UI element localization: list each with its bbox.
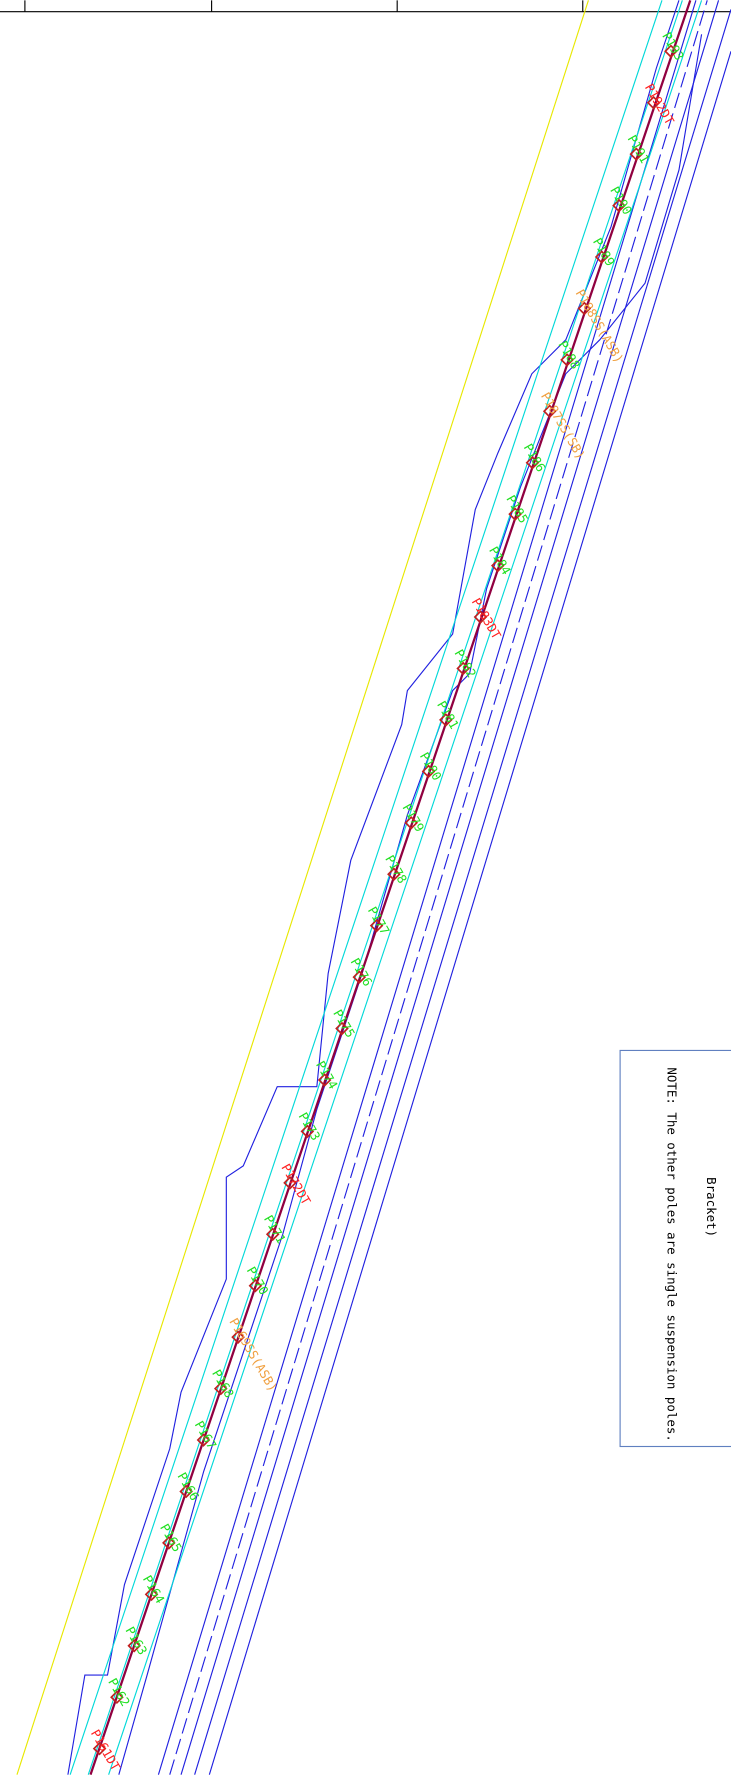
pole-marker (560, 353, 574, 367)
pole-marker (317, 1073, 332, 1087)
pole-marker (542, 404, 557, 419)
pole-marker (92, 1741, 107, 1756)
pole-marker (369, 918, 384, 933)
poles: P161DTP162P163P164P165P166P167P168P169SS… (88, 29, 687, 1773)
pole-label: P164 (140, 1572, 168, 1605)
pole-label: P177 (365, 904, 393, 937)
pole-marker (577, 301, 592, 316)
pole-label: P165 (157, 1521, 185, 1554)
pole-marker (421, 764, 436, 779)
pole-marker (664, 44, 678, 59)
note-line2: NOTE: The other poles are single suspens… (665, 1067, 680, 1441)
pole-label: P178 (382, 852, 410, 885)
pole-marker (335, 1021, 349, 1036)
pole-marker (265, 1227, 280, 1242)
pole-marker (525, 455, 540, 470)
pole-marker (456, 661, 470, 676)
pole-label: P170 (244, 1264, 272, 1297)
pole-label: P173 (296, 1110, 324, 1143)
pole-label: P176 (348, 955, 376, 988)
pole-marker (473, 610, 488, 624)
pole-label: P162 (105, 1675, 133, 1708)
pole-marker (110, 1690, 124, 1704)
pole-marker (629, 147, 644, 161)
header-strip (0, 0, 731, 13)
pole-marker (387, 867, 401, 882)
pole-marker (283, 1176, 297, 1190)
pole-marker (439, 713, 453, 727)
pole-label: P182 (452, 647, 480, 680)
pole-label: P183DT (469, 595, 505, 642)
pole-marker (144, 1587, 159, 1602)
note-box: Bracket) NOTE: The other poles are singl… (619, 1049, 731, 1448)
cyan-wires (69, 0, 703, 1775)
pole-marker (352, 970, 367, 984)
note-line1: Bracket) (704, 1177, 719, 1237)
pole-label: P169SS(ASB) (226, 1315, 280, 1394)
pole-marker (127, 1638, 142, 1653)
pole-marker (300, 1124, 315, 1139)
pole-marker (248, 1278, 263, 1293)
pole-marker (612, 198, 626, 213)
pole-marker (231, 1330, 245, 1344)
pole-marker (490, 558, 505, 573)
pole-marker (162, 1536, 176, 1550)
pole-marker (196, 1433, 211, 1447)
pole-marker (646, 95, 661, 110)
pole-marker (508, 507, 522, 521)
pole-label: P171 (261, 1212, 289, 1245)
pole-marker (404, 815, 419, 830)
pole-label: P168 (209, 1367, 237, 1400)
pole-label: P167 (192, 1418, 220, 1451)
contact-wire (89, 0, 692, 1775)
pole-label: P163 (123, 1624, 151, 1657)
pole-marker (179, 1484, 193, 1499)
pole-marker (594, 250, 609, 264)
pole-label: P166 (174, 1470, 202, 1503)
boundary-lines (16, 0, 731, 1775)
pole-marker (213, 1381, 228, 1396)
pole-label: P175 (330, 1007, 358, 1040)
pole-label: P181 (434, 698, 462, 731)
